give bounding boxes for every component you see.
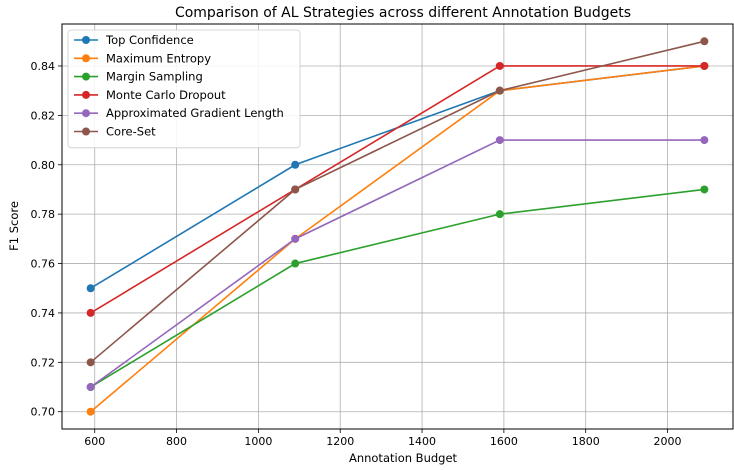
data-point-approximated-gradient-length: [700, 136, 709, 145]
legend-label: Core-Set: [106, 125, 156, 139]
series-layer: [86, 37, 709, 416]
series-approximated-gradient-length: [86, 136, 709, 392]
legend-label: Maximum Entropy: [106, 51, 211, 65]
y-tick-label: 0.70: [31, 406, 56, 419]
legend-label: Monte Carlo Dropout: [106, 88, 226, 102]
legend-marker: [82, 36, 90, 44]
x-tick-label: 1800: [572, 435, 600, 448]
axes: 600 800 1000 1200 1400 1600 1800 2000 0.70 0.72 0.…: [31, 60, 682, 448]
legend-item-maximum-entropy: Maximum Entropy: [74, 51, 211, 65]
plot-area: [61, 23, 734, 430]
series-core-set: [86, 37, 709, 367]
legend-label: Margin Sampling: [106, 70, 203, 84]
y-axis-title: F1 Score: [7, 201, 21, 251]
legend-item-approximated-gradient-length: Approximated Gradient Length: [74, 106, 284, 120]
legend-marker: [82, 127, 90, 136]
series-margin-sampling: [86, 185, 709, 392]
legend-marker: [82, 72, 90, 81]
legend-item-margin-sampling: Margin Sampling: [74, 70, 203, 84]
series-line-margin-sampling: [90, 188, 705, 388]
data-point-core-set: [495, 86, 504, 95]
legend-marker: [82, 90, 90, 99]
data-point-monte-carlo-dropout: [700, 61, 709, 70]
x-tick-label: 1400: [408, 435, 436, 448]
legend-marker: [82, 109, 90, 118]
legend-box: [67, 29, 301, 149]
x-tick-label: 1000: [244, 435, 272, 448]
legend-item-core-set: Core-Set: [74, 125, 156, 139]
data-point-top-confidence: [291, 160, 300, 169]
legend-item-monte-carlo-dropout: Monte Carlo Dropout: [74, 88, 226, 102]
data-point-approximated-gradient-length: [291, 234, 300, 243]
y-tick-label: 0.84: [31, 60, 56, 73]
y-tick-label: 0.74: [31, 307, 56, 320]
legend-label: Top Confidence: [105, 33, 194, 47]
data-point-margin-sampling: [495, 210, 504, 219]
x-tick-label: 800: [166, 435, 187, 448]
y-tick-label: 0.72: [31, 356, 56, 369]
legend-marker: [82, 54, 90, 63]
legend-label: Approximated Gradient Length: [106, 106, 284, 120]
data-point-core-set: [291, 185, 300, 194]
data-point-core-set: [700, 37, 709, 46]
x-tick-label: 1600: [490, 435, 518, 448]
data-point-margin-sampling: [700, 185, 709, 194]
x-tick-label: 1200: [326, 435, 354, 448]
data-point-margin-sampling: [291, 259, 300, 268]
data-point-maximum-entropy: [86, 407, 95, 416]
data-point-monte-carlo-dropout: [495, 61, 504, 70]
data-point-approximated-gradient-length: [495, 136, 504, 145]
data-point-core-set: [86, 358, 95, 367]
y-tick-label: 0.78: [31, 208, 56, 221]
y-tick-label: 0.82: [31, 109, 56, 122]
data-point-top-confidence: [86, 284, 95, 293]
x-tick-label: 2000: [654, 435, 682, 448]
x-tick-label: 600: [84, 435, 105, 448]
y-tick-label: 0.80: [31, 159, 56, 172]
chart-title: Comparison of AL Strategies across diffe…: [175, 5, 631, 21]
series-line-approximated-gradient-length: [90, 139, 705, 388]
y-tick-label: 0.76: [31, 258, 56, 271]
data-point-approximated-gradient-length: [86, 383, 95, 392]
series-line-core-set: [90, 40, 705, 363]
legend-item-top-confidence: Top Confidence: [74, 33, 194, 47]
x-axis-title: Annotation Budget: [349, 451, 458, 465]
data-point-monte-carlo-dropout: [86, 308, 95, 317]
legend: Top Confidence Maximum Entropy Margin Samp…: [67, 29, 301, 149]
